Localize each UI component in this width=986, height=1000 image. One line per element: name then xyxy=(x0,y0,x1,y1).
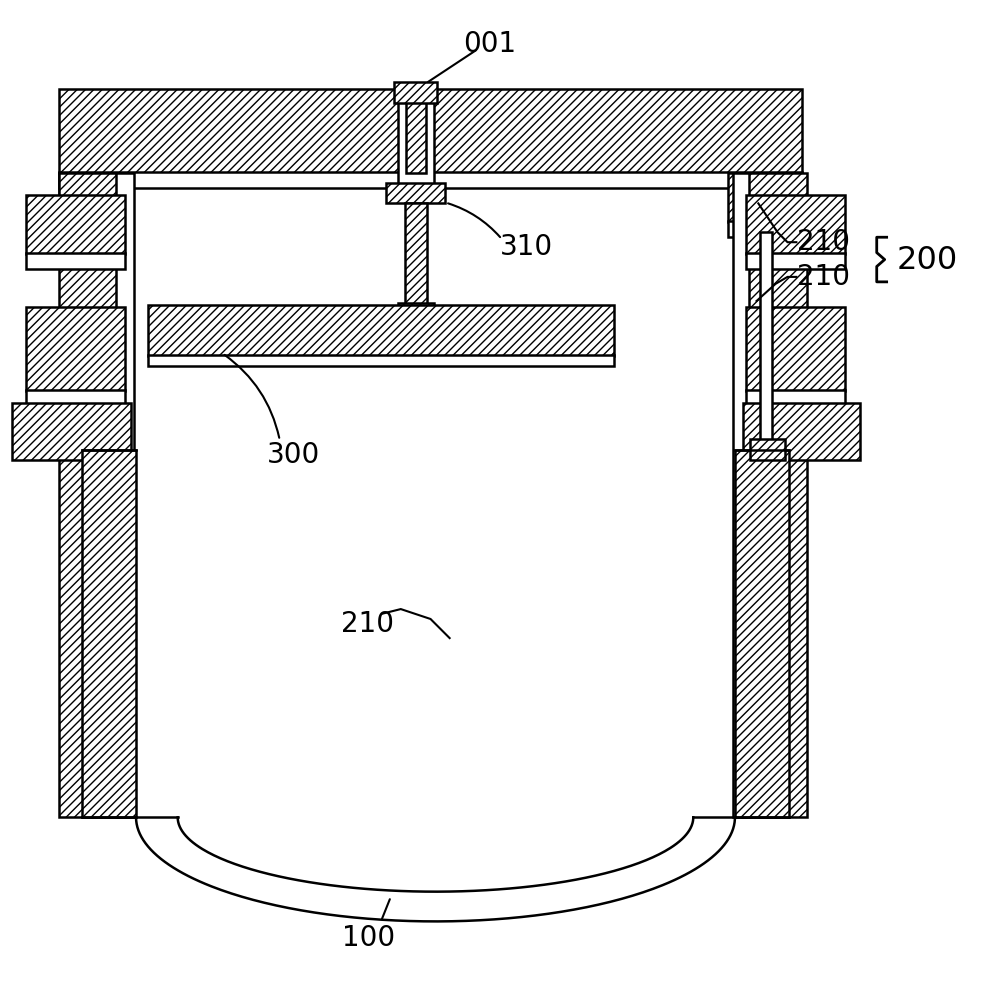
Bar xyxy=(26,195,125,254)
Text: 200: 200 xyxy=(896,245,957,276)
Bar xyxy=(26,390,125,406)
Bar xyxy=(82,450,136,817)
Bar xyxy=(728,221,803,237)
Bar xyxy=(406,89,426,173)
Bar xyxy=(404,203,427,307)
Bar xyxy=(59,221,133,237)
Bar xyxy=(148,355,614,366)
Bar xyxy=(745,195,845,254)
Bar xyxy=(386,183,446,203)
Text: 100: 100 xyxy=(342,924,395,952)
Bar xyxy=(148,305,614,356)
Bar xyxy=(393,82,438,103)
Text: 210: 210 xyxy=(798,263,850,291)
Bar xyxy=(26,307,125,391)
Bar xyxy=(735,450,790,817)
Bar xyxy=(760,232,772,441)
Bar xyxy=(397,303,434,317)
Bar xyxy=(742,173,808,817)
Bar xyxy=(26,253,125,269)
Bar xyxy=(742,403,860,460)
Text: 001: 001 xyxy=(463,30,517,58)
Bar xyxy=(745,307,845,391)
Bar xyxy=(59,173,123,817)
Bar xyxy=(59,173,133,222)
Bar xyxy=(12,403,131,460)
Bar xyxy=(59,89,803,173)
Text: 310: 310 xyxy=(500,233,553,261)
Bar xyxy=(745,253,845,269)
Text: 210: 210 xyxy=(798,228,850,256)
Bar xyxy=(397,89,434,188)
Text: 300: 300 xyxy=(267,441,320,469)
Bar xyxy=(745,390,845,406)
Bar xyxy=(59,172,803,188)
Bar xyxy=(749,439,785,460)
Bar xyxy=(733,173,748,817)
Text: 210: 210 xyxy=(341,610,394,638)
Bar xyxy=(116,173,134,817)
Bar xyxy=(728,173,803,222)
